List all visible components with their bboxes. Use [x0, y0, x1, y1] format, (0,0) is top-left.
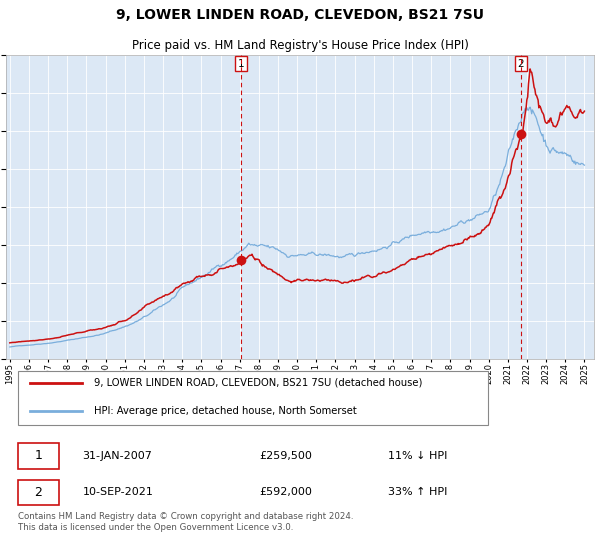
Text: Price paid vs. HM Land Registry's House Price Index (HPI): Price paid vs. HM Land Registry's House …: [131, 39, 469, 52]
FancyBboxPatch shape: [18, 371, 488, 425]
Text: 9, LOWER LINDEN ROAD, CLEVEDON, BS21 7SU: 9, LOWER LINDEN ROAD, CLEVEDON, BS21 7SU: [116, 8, 484, 22]
Text: 10-SEP-2021: 10-SEP-2021: [82, 487, 154, 497]
Text: 11% ↓ HPI: 11% ↓ HPI: [388, 451, 448, 461]
Text: £259,500: £259,500: [259, 451, 312, 461]
Text: £592,000: £592,000: [259, 487, 312, 497]
Text: 33% ↑ HPI: 33% ↑ HPI: [388, 487, 448, 497]
Text: 1: 1: [238, 59, 245, 69]
FancyBboxPatch shape: [18, 479, 59, 505]
FancyBboxPatch shape: [18, 443, 59, 469]
Text: HPI: Average price, detached house, North Somerset: HPI: Average price, detached house, Nort…: [94, 405, 357, 416]
Text: 1: 1: [34, 449, 42, 462]
Text: 31-JAN-2007: 31-JAN-2007: [82, 451, 152, 461]
Text: 9, LOWER LINDEN ROAD, CLEVEDON, BS21 7SU (detached house): 9, LOWER LINDEN ROAD, CLEVEDON, BS21 7SU…: [94, 378, 422, 388]
Text: 2: 2: [518, 59, 524, 69]
Text: Contains HM Land Registry data © Crown copyright and database right 2024.
This d: Contains HM Land Registry data © Crown c…: [18, 512, 353, 532]
Text: 2: 2: [34, 486, 42, 499]
